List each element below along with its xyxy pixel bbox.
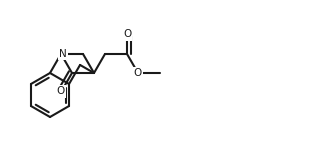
Text: O: O [57, 86, 65, 96]
Text: O: O [123, 29, 131, 39]
Text: N: N [59, 49, 67, 59]
Text: O: O [134, 68, 142, 78]
